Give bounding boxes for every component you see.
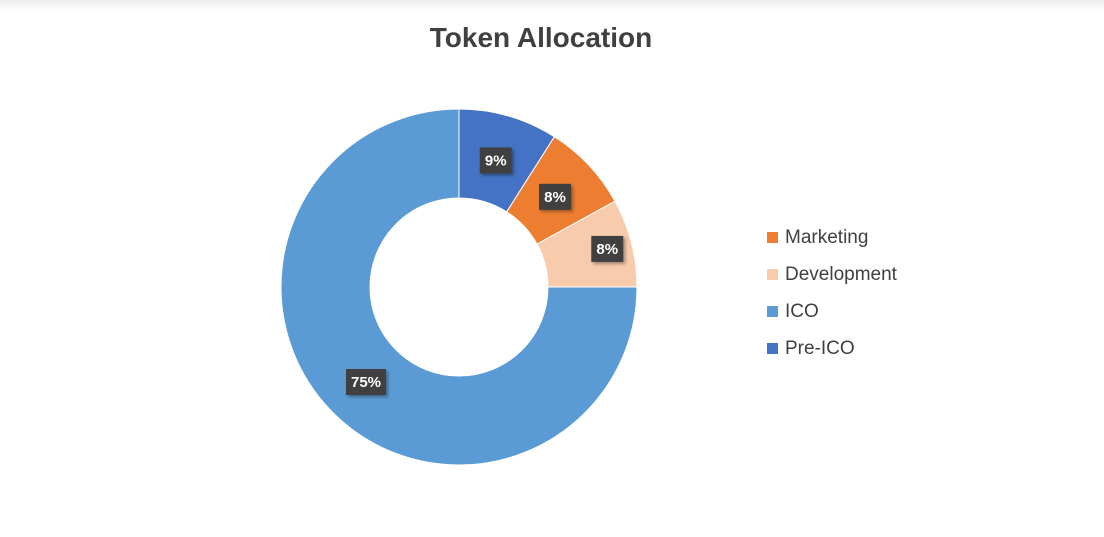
data-label-text: 8% (596, 241, 618, 258)
legend-item-ico: ICO (767, 293, 897, 330)
legend-label-pre-ico: Pre-ICO (785, 337, 855, 359)
data-label-pre-ico: 9% (479, 147, 512, 174)
chart-title: Token Allocation (429, 22, 653, 53)
legend-swatch-development (767, 269, 778, 280)
donut-slices (280, 108, 638, 466)
data-label-box (479, 147, 512, 174)
legend-label-development: Development (785, 263, 897, 285)
top-shade (0, 0, 1104, 10)
data-labels: 9% 8% 8% 75% (346, 147, 624, 395)
data-label-ico: 75% (346, 369, 386, 395)
legend-swatch-ico (767, 306, 778, 317)
legend-item-marketing: Marketing (767, 219, 897, 256)
legend-item-development: Development (767, 256, 897, 293)
data-label-box (346, 369, 386, 395)
data-label-development: 8% (591, 235, 624, 262)
legend-item-pre-ico: Pre-ICO (767, 330, 897, 367)
data-label-text: 9% (485, 153, 507, 170)
legend-label-ico: ICO (785, 300, 819, 322)
legend-swatch-marketing (767, 232, 778, 243)
legend-label-marketing: Marketing (785, 226, 869, 248)
data-label-text: 8% (544, 189, 566, 206)
legend-swatch-pre-ico (767, 343, 778, 354)
data-label-box (539, 183, 572, 210)
legend: Marketing Development ICO Pre-ICO (767, 219, 897, 367)
data-label-text: 75% (351, 374, 381, 391)
data-label-box (591, 235, 624, 262)
data-label-marketing: 8% (539, 183, 572, 210)
